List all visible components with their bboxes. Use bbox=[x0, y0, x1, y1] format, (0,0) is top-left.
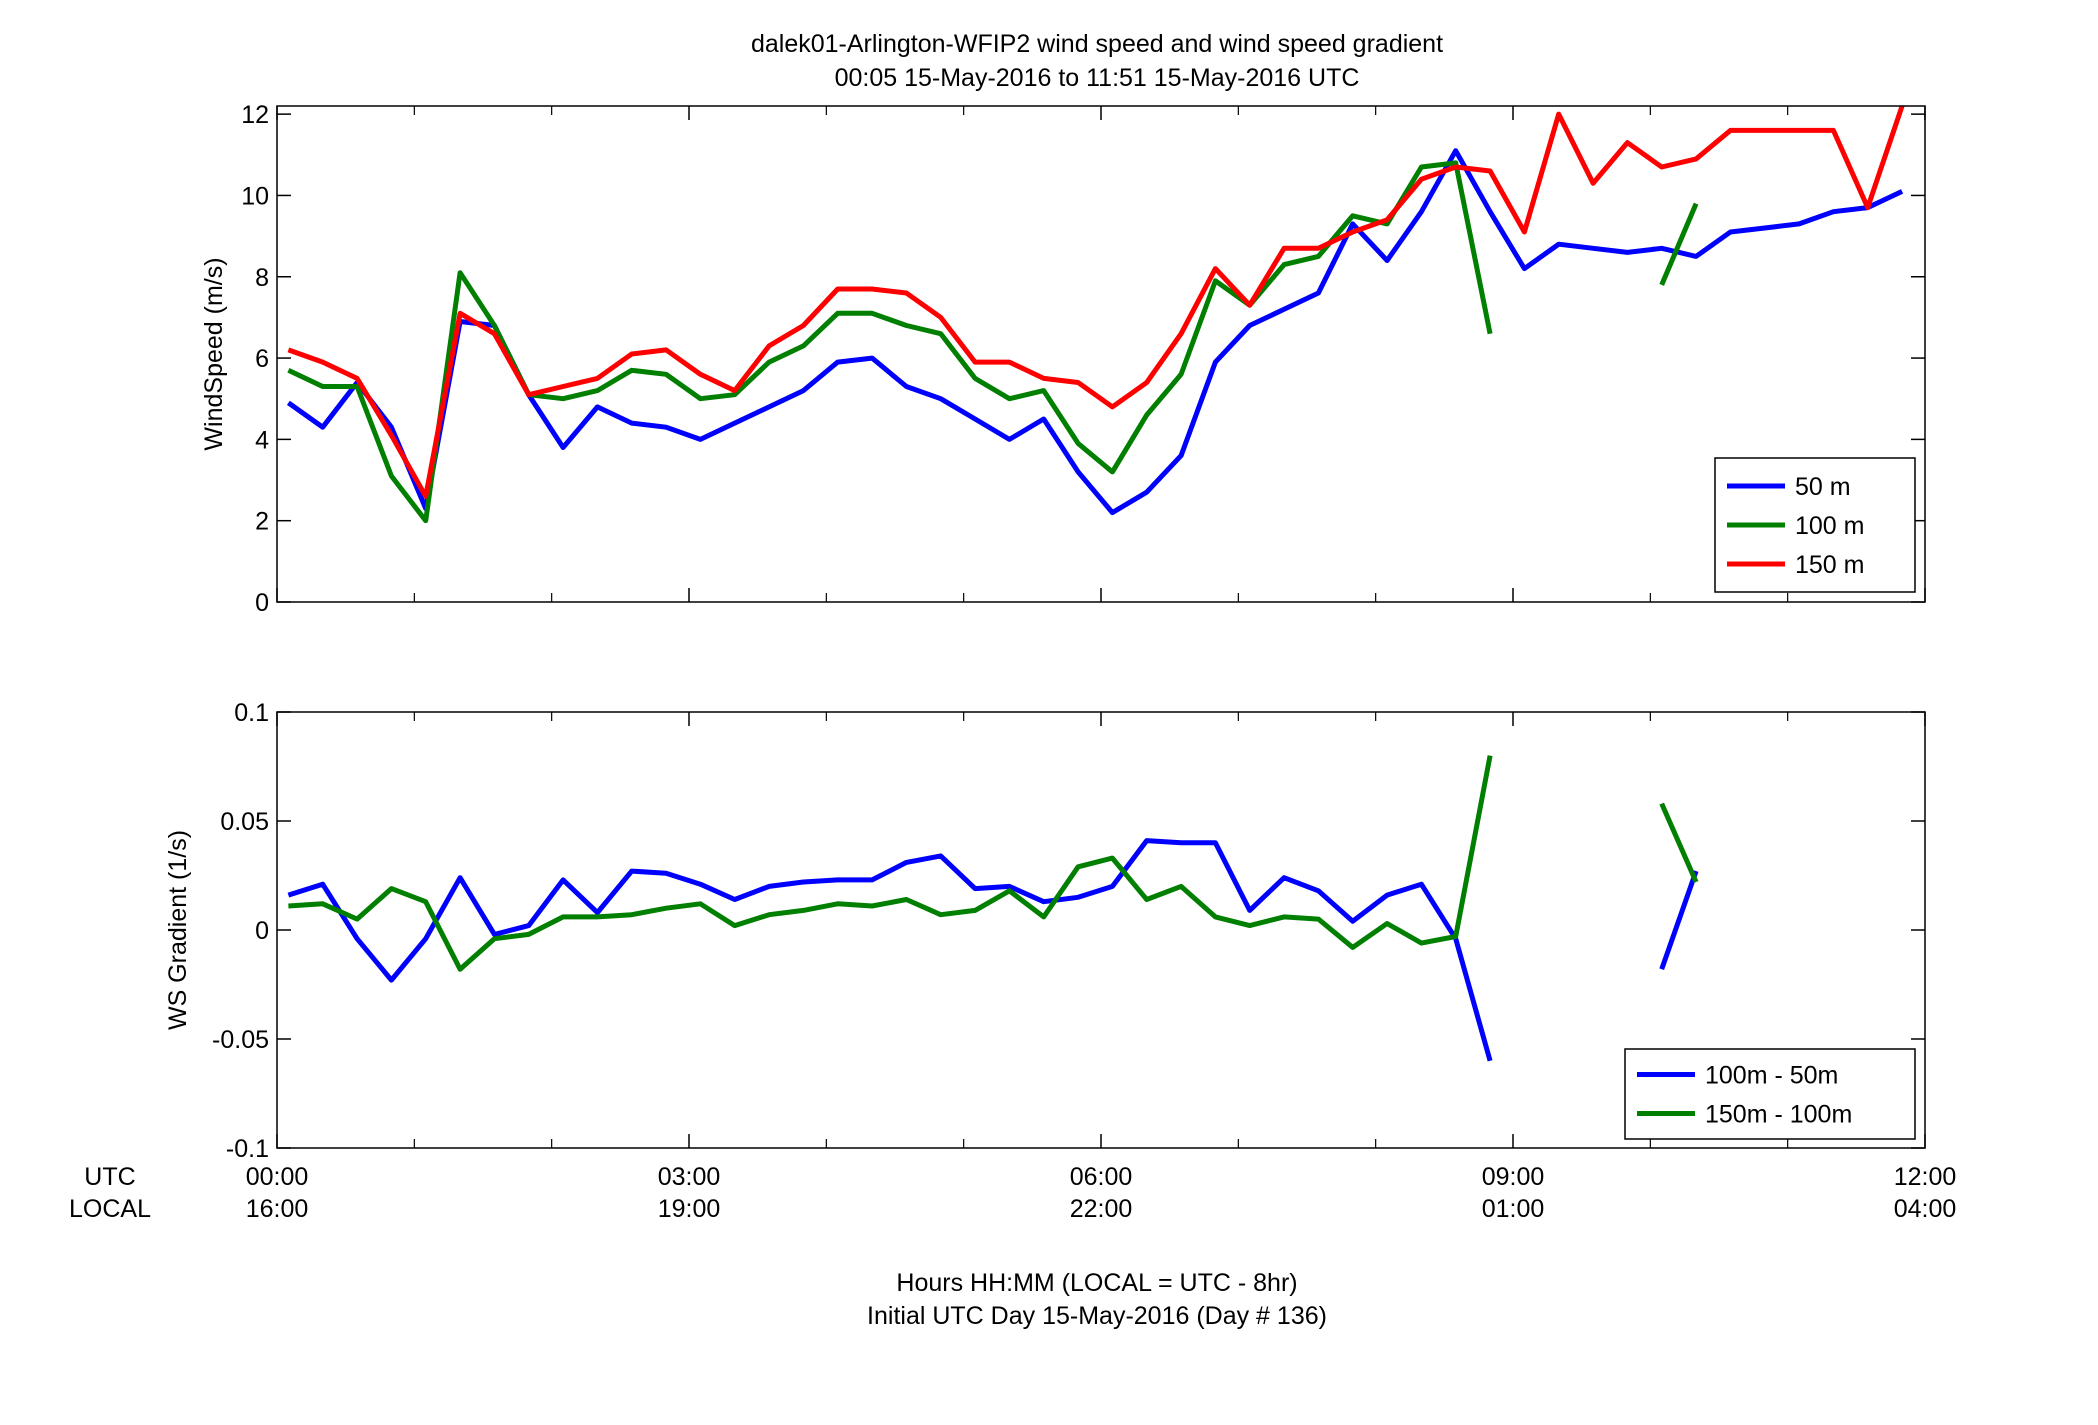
ytick-label: -0.05 bbox=[212, 1026, 269, 1054]
legend-box bbox=[1624, 1048, 1916, 1140]
windspeed-ytick-labels: 0 2 4 6 8 10 12 bbox=[241, 101, 269, 617]
windspeed-plot-area bbox=[277, 106, 1925, 602]
gradient-panel: -0.1 -0.05 0 0.05 0.1 WS Gradient (1/s) 100m… bbox=[164, 699, 1926, 1163]
series-line-100-m bbox=[287, 160, 1699, 524]
ytick-label: 12 bbox=[241, 101, 269, 129]
legend-label: 50 m bbox=[1795, 473, 1851, 501]
legend-label: 150 m bbox=[1795, 551, 1864, 579]
xtick-label-utc: 09:00 bbox=[1482, 1163, 1545, 1191]
ytick-label: 4 bbox=[255, 426, 269, 454]
xtick-label-utc: 12:00 bbox=[1894, 1163, 1957, 1191]
ytick-label: -0.1 bbox=[226, 1135, 269, 1163]
windspeed-ticks bbox=[276, 106, 1926, 603]
windspeed-legend: 50 m 100 m 150 m bbox=[1714, 457, 1916, 593]
xlabel-line-1: Hours HH:MM (LOCAL = UTC - 8hr) bbox=[896, 1269, 1297, 1297]
gradient-series-lines bbox=[287, 755, 1699, 1062]
ytick-label: 8 bbox=[255, 264, 269, 292]
chart-title-line-2: 00:05 15-May-2016 to 11:51 15-May-2016 U… bbox=[835, 64, 1360, 92]
xtick-label-local: 22:00 bbox=[1070, 1195, 1133, 1223]
ytick-label: 0.05 bbox=[220, 808, 269, 836]
windspeed-series-lines bbox=[286, 105, 1905, 524]
legend-label: 100 m bbox=[1795, 512, 1864, 540]
xlabel-line-2: Initial UTC Day 15-May-2016 (Day # 136) bbox=[867, 1302, 1327, 1330]
xtick-label-local: 01:00 bbox=[1482, 1195, 1545, 1223]
legend-label: 150m - 100m bbox=[1705, 1101, 1852, 1129]
series-line-150-m bbox=[287, 105, 1905, 499]
windspeed-ylabel: WindSpeed (m/s) bbox=[200, 257, 228, 450]
xtick-label-utc: 00:00 bbox=[246, 1163, 309, 1191]
xtick-label-local: 04:00 bbox=[1894, 1195, 1957, 1223]
ytick-label: 10 bbox=[241, 182, 269, 210]
ytick-label: 0 bbox=[255, 589, 269, 617]
windspeed-panel: 0 2 4 6 8 10 12 WindSpeed (m/s) 50 m 100 m 150 m bbox=[200, 101, 1926, 617]
ytick-label: 2 bbox=[255, 508, 269, 536]
series-line-150m-100m bbox=[288, 755, 1699, 972]
utc-row-label: UTC bbox=[84, 1163, 135, 1191]
xtick-label-local: 19:00 bbox=[658, 1195, 721, 1223]
xtick-label-local: 16:00 bbox=[246, 1195, 309, 1223]
windspeed-plot-frame bbox=[276, 105, 1926, 603]
series-line-100m-50m bbox=[287, 838, 1699, 1062]
gradient-ylabel: WS Gradient (1/s) bbox=[164, 830, 192, 1030]
legend-label: 100m - 50m bbox=[1705, 1062, 1838, 1090]
series-line-50-m bbox=[286, 148, 1904, 516]
chart-title-line-1: dalek01-Arlington-WFIP2 wind speed and w… bbox=[751, 30, 1443, 58]
time-axis-tick-labels: 00:00 16:00 03:00 19:00 06:00 22:00 09:00 01:00… bbox=[246, 1163, 1957, 1223]
local-row-label: LOCAL bbox=[69, 1195, 151, 1223]
gradient-ytick-labels: -0.1 -0.05 0 0.05 0.1 bbox=[212, 699, 269, 1163]
xtick-label-utc: 06:00 bbox=[1070, 1163, 1133, 1191]
gradient-legend: 100m - 50m 150m - 100m bbox=[1624, 1048, 1916, 1140]
ytick-label: 0.1 bbox=[234, 699, 269, 727]
ytick-label: 0 bbox=[255, 917, 269, 945]
ytick-label: 6 bbox=[255, 345, 269, 373]
gradient-plot-frame bbox=[276, 711, 1926, 1149]
xtick-label-utc: 03:00 bbox=[658, 1163, 721, 1191]
